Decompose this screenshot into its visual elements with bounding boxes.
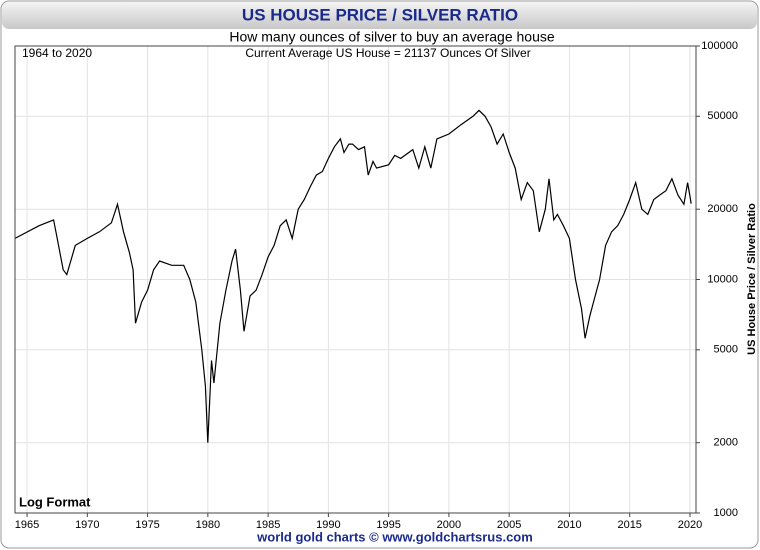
y-tick-label: 1000 xyxy=(714,507,738,519)
x-tick-label: 2020 xyxy=(678,519,702,531)
y-tick-label: 2000 xyxy=(714,437,738,449)
x-tick-label: 2000 xyxy=(437,519,461,531)
x-tick-label: 1980 xyxy=(196,519,220,531)
x-tick-label: 1985 xyxy=(256,519,280,531)
y-tick-label: 20000 xyxy=(707,203,738,215)
x-tick-label: 1995 xyxy=(376,519,400,531)
y-axis-label: US House Price / Silver Ratio xyxy=(746,203,758,355)
title-bar xyxy=(2,2,757,29)
source: world gold charts © www.goldchartsrus.co… xyxy=(256,529,533,544)
y-tick-label: 50000 xyxy=(707,110,738,122)
line xyxy=(14,109,692,443)
x-tick-label: 1975 xyxy=(135,519,159,531)
x-tick-label: 2010 xyxy=(557,519,581,531)
x-tick-label: 2005 xyxy=(497,519,521,531)
x-tick-label: 1990 xyxy=(316,519,340,531)
annotation: Current Average US House = 21137 Ounces … xyxy=(245,46,530,60)
annotation: Log Format xyxy=(19,494,91,509)
plot-border xyxy=(14,45,697,514)
annotation: 1964 to 2020 xyxy=(22,46,92,60)
chart-title: US HOUSE PRICE / SILVER RATIO xyxy=(242,5,518,24)
x-tick-label: 1965 xyxy=(15,519,39,531)
subtitle: How many ounces of silver to buy an aver… xyxy=(229,29,555,45)
x-tick-label: 2015 xyxy=(617,519,641,531)
y-tick-label: 100000 xyxy=(701,40,738,52)
y-tick-label: 10000 xyxy=(707,273,738,285)
x-tick-label: 1970 xyxy=(75,519,99,531)
y-tick-label: 5000 xyxy=(714,344,738,356)
